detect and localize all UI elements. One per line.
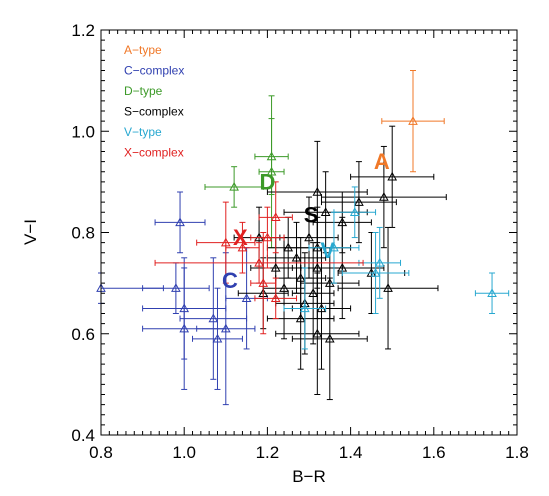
x-tick-label: 0.8 xyxy=(89,443,113,462)
data-point xyxy=(250,206,285,269)
legend-entry: D−type xyxy=(124,84,163,98)
triangle-marker xyxy=(379,192,389,201)
data-point xyxy=(350,125,435,228)
triangle-marker xyxy=(370,267,381,277)
triangle-marker xyxy=(312,328,323,338)
data-point xyxy=(196,201,256,284)
triangle-marker xyxy=(171,283,181,292)
triangle-marker xyxy=(220,323,231,333)
triangle-marker xyxy=(308,288,319,297)
triangle-marker xyxy=(291,252,302,262)
triangle-marker xyxy=(408,116,418,125)
data-point xyxy=(358,226,402,299)
triangle-marker xyxy=(299,303,310,313)
triangle-marker xyxy=(304,232,314,242)
triangle-marker xyxy=(270,293,281,303)
group-letter: D xyxy=(259,169,275,194)
triangle-marker xyxy=(258,278,269,287)
data-point xyxy=(333,186,377,239)
y-tick-label: 0.4 xyxy=(71,426,95,445)
data-point xyxy=(225,221,260,274)
triangle-marker xyxy=(320,207,331,216)
data-point xyxy=(291,242,335,345)
triangle-marker xyxy=(212,333,223,343)
triangle-marker xyxy=(374,257,385,267)
data-point xyxy=(381,70,445,173)
y-tick-label: 0.8 xyxy=(71,224,95,243)
triangle-marker xyxy=(349,207,360,216)
legend-entry: A−type xyxy=(124,43,162,57)
group-letter: S xyxy=(304,202,319,227)
triangle-marker xyxy=(241,293,252,303)
group-letter: C xyxy=(222,268,238,293)
data-point xyxy=(204,166,264,208)
triangle-marker xyxy=(175,217,185,227)
triangle-marker xyxy=(324,333,335,343)
data-point xyxy=(337,226,439,350)
y-tick-label: 1.2 xyxy=(71,21,95,40)
y-tick-label: 0.6 xyxy=(71,325,95,344)
group-letter: A xyxy=(374,149,390,174)
data-point xyxy=(142,262,210,314)
data-point xyxy=(341,232,410,314)
triangle-marker xyxy=(270,262,281,272)
x-tick-label: 1.0 xyxy=(172,443,196,462)
x-tick-label: 1.8 xyxy=(505,443,529,462)
series-2 xyxy=(204,95,289,249)
series-5 xyxy=(154,181,364,335)
y-axis-title: V−I xyxy=(21,219,40,245)
data-point xyxy=(154,242,364,284)
data-point xyxy=(308,211,360,284)
data-point xyxy=(275,272,360,395)
triangle-marker xyxy=(179,323,190,333)
triangle-marker xyxy=(387,171,398,181)
triangle-marker xyxy=(254,257,264,267)
data-point xyxy=(283,267,327,350)
group-letter: X xyxy=(233,225,248,250)
group-letter: V xyxy=(320,238,335,263)
series-0 xyxy=(381,70,445,173)
group-labels: A C D SV X xyxy=(222,149,390,293)
data-point xyxy=(291,277,368,401)
legend-entry: X−complex xyxy=(124,146,184,160)
triangle-marker xyxy=(270,212,281,222)
legend: A−type C−complex D−type S−complex V−type X−co… xyxy=(124,43,184,160)
triangle-marker xyxy=(279,283,289,292)
data-point xyxy=(192,287,243,390)
triangle-marker xyxy=(237,242,248,252)
triangle-marker xyxy=(266,166,277,176)
triangle-marker xyxy=(262,232,273,242)
legend-entry: C−complex xyxy=(124,64,184,78)
axes: 0.8 1.0 1.2 1.4 1.6 1.8 0.4 0.6 0.8 1.0 1.2 xyxy=(71,21,528,462)
triangle-marker xyxy=(208,313,219,323)
triangle-marker xyxy=(354,197,364,206)
triangle-marker xyxy=(383,283,393,292)
triangle-marker xyxy=(229,181,239,191)
x-tick-label: 1.6 xyxy=(422,443,446,462)
data-point xyxy=(154,191,206,254)
series-4 xyxy=(283,186,510,350)
data-point xyxy=(474,272,510,314)
data-point xyxy=(320,161,397,244)
plot-marks xyxy=(96,70,510,406)
triangle-marker xyxy=(312,186,323,196)
series-1 xyxy=(96,191,268,406)
data-point xyxy=(258,181,293,254)
legend-entry: S−complex xyxy=(124,105,184,119)
data-point xyxy=(254,277,298,320)
triangle-marker xyxy=(295,313,306,323)
legend-entry: V−type xyxy=(124,125,162,139)
x-tick-label: 1.4 xyxy=(339,443,363,462)
data-point xyxy=(262,237,306,340)
triangle-marker xyxy=(329,242,339,252)
x-axis-title: B−R xyxy=(292,467,326,486)
y-tick-label: 1.0 xyxy=(71,122,95,141)
triangle-marker xyxy=(487,288,497,297)
x-tick-label: 1.2 xyxy=(256,443,280,462)
